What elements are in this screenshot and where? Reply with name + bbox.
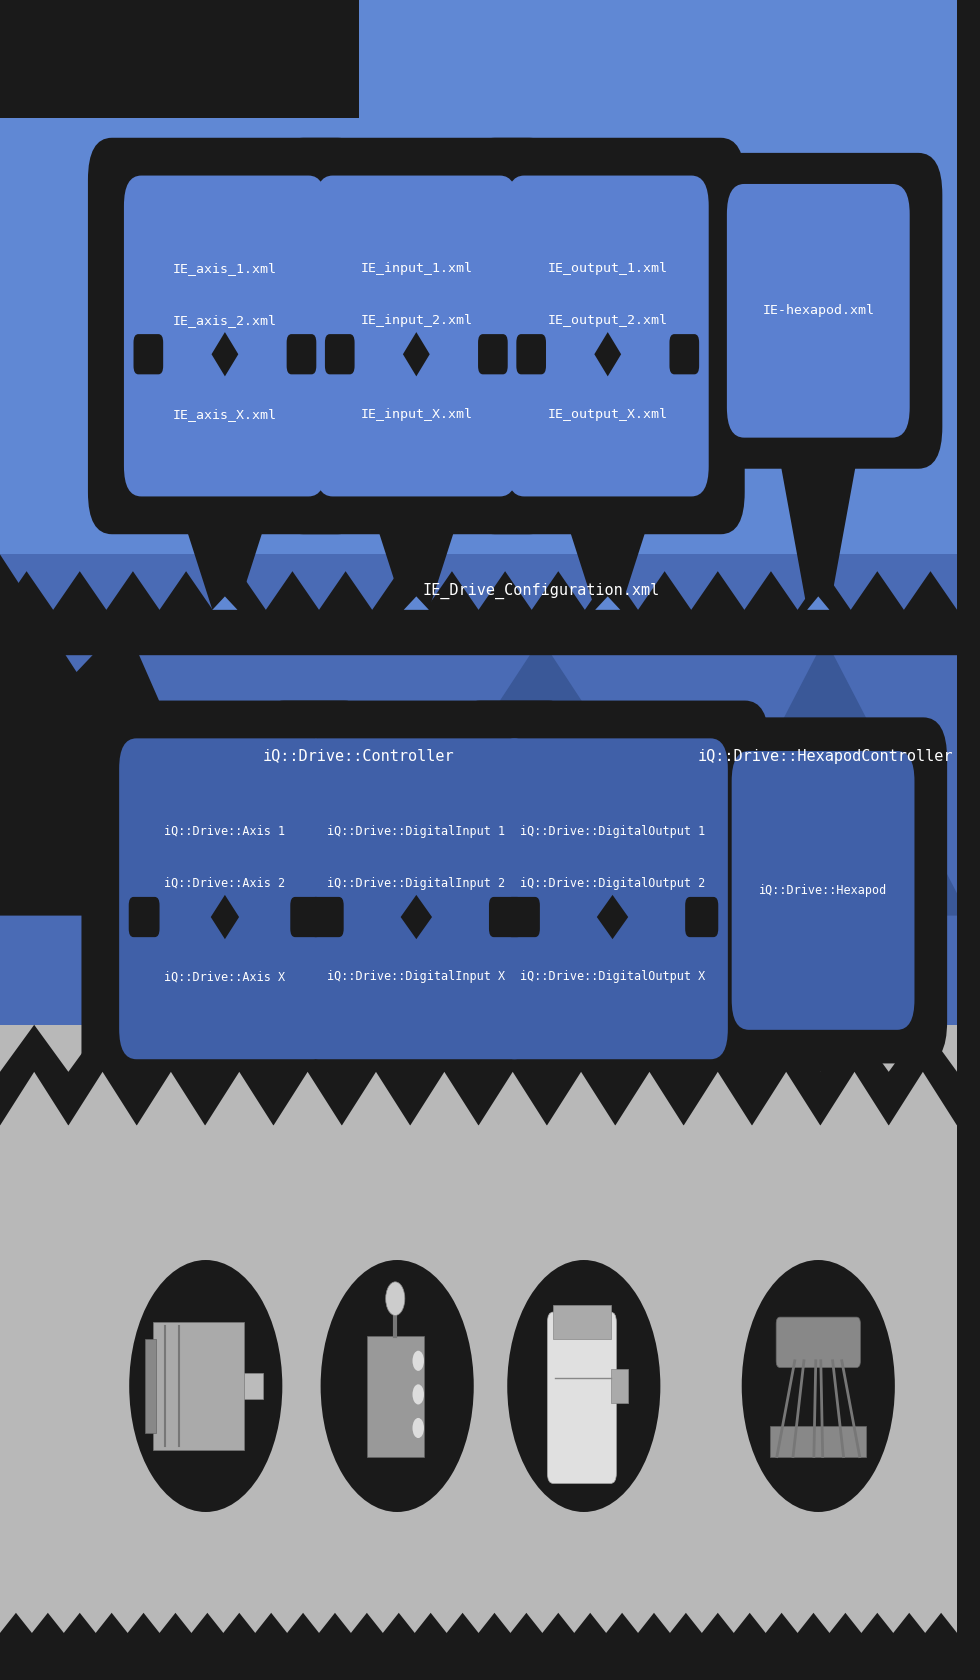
Polygon shape <box>0 1072 957 1151</box>
FancyBboxPatch shape <box>470 138 745 534</box>
Text: iQ::Drive::DigitalInput X: iQ::Drive::DigitalInput X <box>327 971 506 983</box>
Bar <box>0 1025 957 1680</box>
FancyBboxPatch shape <box>367 1336 424 1457</box>
Text: IE_output_2.xml: IE_output_2.xml <box>548 314 667 328</box>
Polygon shape <box>0 571 957 655</box>
Polygon shape <box>597 895 628 939</box>
FancyBboxPatch shape <box>685 897 718 937</box>
Ellipse shape <box>742 1260 895 1512</box>
Text: IE-hexapod.xml: IE-hexapod.xml <box>762 304 874 318</box>
Circle shape <box>413 1418 424 1438</box>
Text: IE_input_X.xml: IE_input_X.xml <box>361 408 472 420</box>
Polygon shape <box>0 1613 957 1680</box>
Circle shape <box>386 1282 405 1315</box>
FancyBboxPatch shape <box>316 176 517 497</box>
FancyBboxPatch shape <box>311 897 344 937</box>
FancyBboxPatch shape <box>611 1369 628 1403</box>
FancyBboxPatch shape <box>516 334 546 375</box>
Text: iQ::Drive::Axis X: iQ::Drive::Axis X <box>165 971 285 983</box>
FancyBboxPatch shape <box>153 1322 244 1450</box>
FancyBboxPatch shape <box>88 138 362 534</box>
FancyBboxPatch shape <box>478 334 508 375</box>
Polygon shape <box>774 427 862 610</box>
FancyBboxPatch shape <box>732 751 914 1030</box>
Polygon shape <box>808 596 829 610</box>
FancyBboxPatch shape <box>507 176 709 497</box>
Polygon shape <box>0 554 172 916</box>
FancyBboxPatch shape <box>694 153 943 469</box>
Text: iQ::Drive::DigitalOutput X: iQ::Drive::DigitalOutput X <box>520 971 706 983</box>
FancyBboxPatch shape <box>286 334 317 375</box>
Text: iQ::Drive::Axis 1: iQ::Drive::Axis 1 <box>165 825 285 838</box>
Text: IE_output_1.xml: IE_output_1.xml <box>548 262 667 276</box>
Text: IE_Drive_Configuration.xml: IE_Drive_Configuration.xml <box>422 583 660 600</box>
Text: iQ::Drive::HexapodController: iQ::Drive::HexapodController <box>697 749 953 763</box>
Circle shape <box>413 1351 424 1371</box>
Polygon shape <box>404 596 429 610</box>
Circle shape <box>413 1384 424 1404</box>
Polygon shape <box>594 333 621 376</box>
Bar <box>0 554 957 1075</box>
FancyBboxPatch shape <box>727 185 909 438</box>
Polygon shape <box>564 1055 662 1072</box>
FancyBboxPatch shape <box>81 701 368 1097</box>
Polygon shape <box>595 596 620 610</box>
Polygon shape <box>359 638 722 916</box>
Polygon shape <box>213 596 237 610</box>
Text: iQ::Drive::DigitalInput 1: iQ::Drive::DigitalInput 1 <box>327 825 506 838</box>
FancyBboxPatch shape <box>279 138 554 534</box>
Text: IE_input_1.xml: IE_input_1.xml <box>361 262 472 276</box>
Text: iQ::Drive::DigitalOutput 1: iQ::Drive::DigitalOutput 1 <box>520 825 706 838</box>
FancyBboxPatch shape <box>776 1317 860 1368</box>
Text: iQ::Drive::Hexapod: iQ::Drive::Hexapod <box>759 884 887 897</box>
FancyBboxPatch shape <box>553 1305 611 1339</box>
Polygon shape <box>558 492 658 610</box>
Polygon shape <box>174 492 275 610</box>
Polygon shape <box>367 492 466 610</box>
Ellipse shape <box>320 1260 473 1512</box>
Polygon shape <box>786 1021 860 1072</box>
Polygon shape <box>401 895 432 939</box>
Bar <box>0 0 359 118</box>
Text: IE_output_X.xml: IE_output_X.xml <box>548 408 667 420</box>
Text: iQ::Drive::Axis 2: iQ::Drive::Axis 2 <box>165 877 285 890</box>
Text: IE_axis_1.xml: IE_axis_1.xml <box>172 262 277 276</box>
FancyBboxPatch shape <box>260 701 572 1097</box>
FancyBboxPatch shape <box>669 334 699 375</box>
Bar <box>0 0 957 647</box>
Polygon shape <box>211 895 239 939</box>
Text: IE_input_2.xml: IE_input_2.xml <box>361 314 472 328</box>
FancyBboxPatch shape <box>507 897 540 937</box>
Polygon shape <box>180 1055 270 1072</box>
Text: iQ::Drive::DigitalInput 2: iQ::Drive::DigitalInput 2 <box>327 877 506 890</box>
Polygon shape <box>403 333 429 376</box>
Polygon shape <box>368 1055 466 1072</box>
Ellipse shape <box>508 1260 661 1512</box>
FancyBboxPatch shape <box>770 1426 866 1457</box>
Text: IE_axis_X.xml: IE_axis_X.xml <box>172 408 277 420</box>
FancyBboxPatch shape <box>244 1373 264 1399</box>
FancyBboxPatch shape <box>290 897 321 937</box>
Bar <box>0 1633 957 1680</box>
FancyBboxPatch shape <box>548 1312 616 1483</box>
Polygon shape <box>0 1025 957 1126</box>
FancyBboxPatch shape <box>144 1339 156 1433</box>
FancyBboxPatch shape <box>325 334 355 375</box>
Ellipse shape <box>129 1260 282 1512</box>
Text: iQ::Drive::Controller: iQ::Drive::Controller <box>263 749 455 763</box>
FancyBboxPatch shape <box>120 739 330 1060</box>
FancyBboxPatch shape <box>699 717 947 1063</box>
Polygon shape <box>212 333 238 376</box>
Text: iQ::Drive::DigitalOutput 2: iQ::Drive::DigitalOutput 2 <box>520 877 706 890</box>
FancyBboxPatch shape <box>489 897 522 937</box>
FancyBboxPatch shape <box>456 701 769 1097</box>
Polygon shape <box>681 638 968 916</box>
Text: IE_axis_2.xml: IE_axis_2.xml <box>172 314 277 328</box>
FancyBboxPatch shape <box>301 739 531 1060</box>
FancyBboxPatch shape <box>123 176 326 497</box>
FancyBboxPatch shape <box>133 334 164 375</box>
FancyBboxPatch shape <box>128 897 160 937</box>
FancyBboxPatch shape <box>497 739 728 1060</box>
